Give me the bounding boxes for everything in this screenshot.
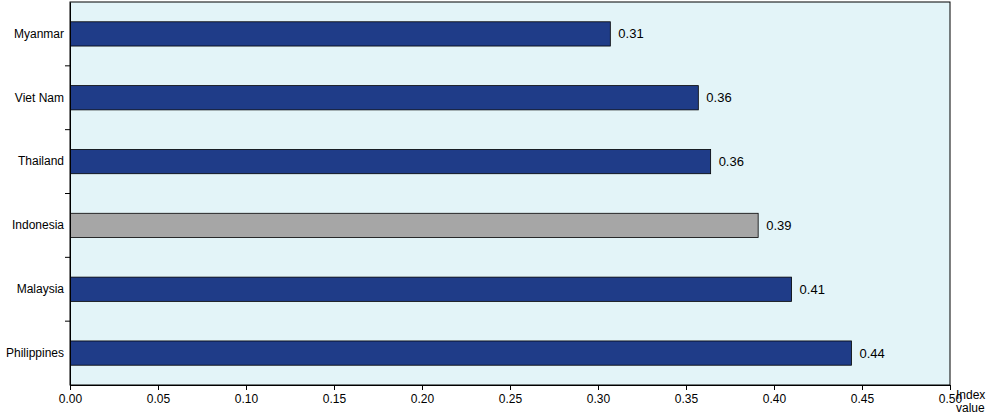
tick: 0.35 xyxy=(675,385,699,406)
tick-mark xyxy=(422,385,423,390)
plot: 0.31 0.36 0.36 0.39 0.41 0.44 0.00 0.05 0.10 0.15… xyxy=(6,2,963,406)
bar xyxy=(70,213,758,237)
x-axis: 0.00 0.05 0.10 0.15 0.20 0.25 0.30 0.35 0.40 0.45… xyxy=(59,385,963,406)
tick: Philippines xyxy=(6,346,70,360)
tick: Myanmar xyxy=(14,27,70,41)
tick: 0.45 xyxy=(851,385,875,406)
bars xyxy=(70,22,851,365)
data-label: 0.36 xyxy=(719,154,744,169)
data-label: 0.36 xyxy=(706,90,731,105)
tick-label: Indonesia xyxy=(12,218,64,232)
bar xyxy=(70,149,711,173)
tick: 0.05 xyxy=(147,385,171,406)
axis-line xyxy=(70,3,71,386)
tick: 0.25 xyxy=(499,385,523,406)
tick-label: Myanmar xyxy=(14,27,64,41)
separator-tick xyxy=(65,65,70,66)
tick-label: 0.05 xyxy=(147,392,171,406)
tick-mark xyxy=(774,385,775,390)
tick-label: 0.10 xyxy=(235,392,259,406)
tick-label: Philippines xyxy=(6,346,64,360)
tick-mark xyxy=(70,385,71,390)
separator-tick xyxy=(65,129,70,130)
tick-mark xyxy=(686,385,687,390)
separator-tick xyxy=(65,257,70,258)
tick: 0.40 xyxy=(763,385,787,406)
separator-tick xyxy=(65,193,70,194)
bar xyxy=(70,341,851,365)
tick-mark xyxy=(246,385,247,390)
data-labels: 0.31 0.36 0.36 0.39 0.41 0.44 xyxy=(618,26,884,360)
data-label: 0.41 xyxy=(800,282,825,297)
bar xyxy=(70,86,698,110)
tick-mark xyxy=(950,385,951,390)
tick: Malaysia xyxy=(17,282,70,296)
tick-mark xyxy=(510,385,511,390)
data-label: 0.44 xyxy=(859,346,884,361)
tick-label: Malaysia xyxy=(17,282,65,296)
separator-tick xyxy=(65,321,70,322)
y-axis: Myanmar Viet Nam Thailand Indonesia Malaysia… xyxy=(6,3,71,386)
tick-mark xyxy=(334,385,335,390)
tick-mark xyxy=(862,385,863,390)
data-label: 0.39 xyxy=(766,218,791,233)
tick: 0.15 xyxy=(323,385,347,406)
tick-label: 0.25 xyxy=(499,392,523,406)
tick: 0.00 xyxy=(59,385,83,406)
category-separators xyxy=(65,66,70,321)
tick: Viet Nam xyxy=(15,91,70,105)
plot-background xyxy=(70,2,950,385)
tick: Thailand xyxy=(18,154,70,168)
data-label: 0.31 xyxy=(618,26,643,41)
tick-label: 0.40 xyxy=(763,392,787,406)
tick-mark xyxy=(598,385,599,390)
tick-mark xyxy=(158,385,159,390)
bar xyxy=(70,22,610,46)
bar xyxy=(70,277,792,301)
axis-title: Indexvalue xyxy=(956,388,985,415)
chart: 0.31 0.36 0.36 0.39 0.41 0.44 0.00 0.05 0.10 0.15… xyxy=(0,0,1000,415)
tick-label: Viet Nam xyxy=(15,91,64,105)
tick: 0.10 xyxy=(235,385,259,406)
tick: Indonesia xyxy=(12,218,70,232)
tick-label: 0.45 xyxy=(851,392,875,406)
tick-label: 0.00 xyxy=(59,392,83,406)
tick-label: 0.35 xyxy=(675,392,699,406)
tick: 0.30 xyxy=(587,385,611,406)
tick: 0.20 xyxy=(411,385,435,406)
tick-label: 0.20 xyxy=(411,392,435,406)
tick-label: Thailand xyxy=(18,154,64,168)
tick-label: 0.30 xyxy=(587,392,611,406)
tick-label: 0.15 xyxy=(323,392,347,406)
